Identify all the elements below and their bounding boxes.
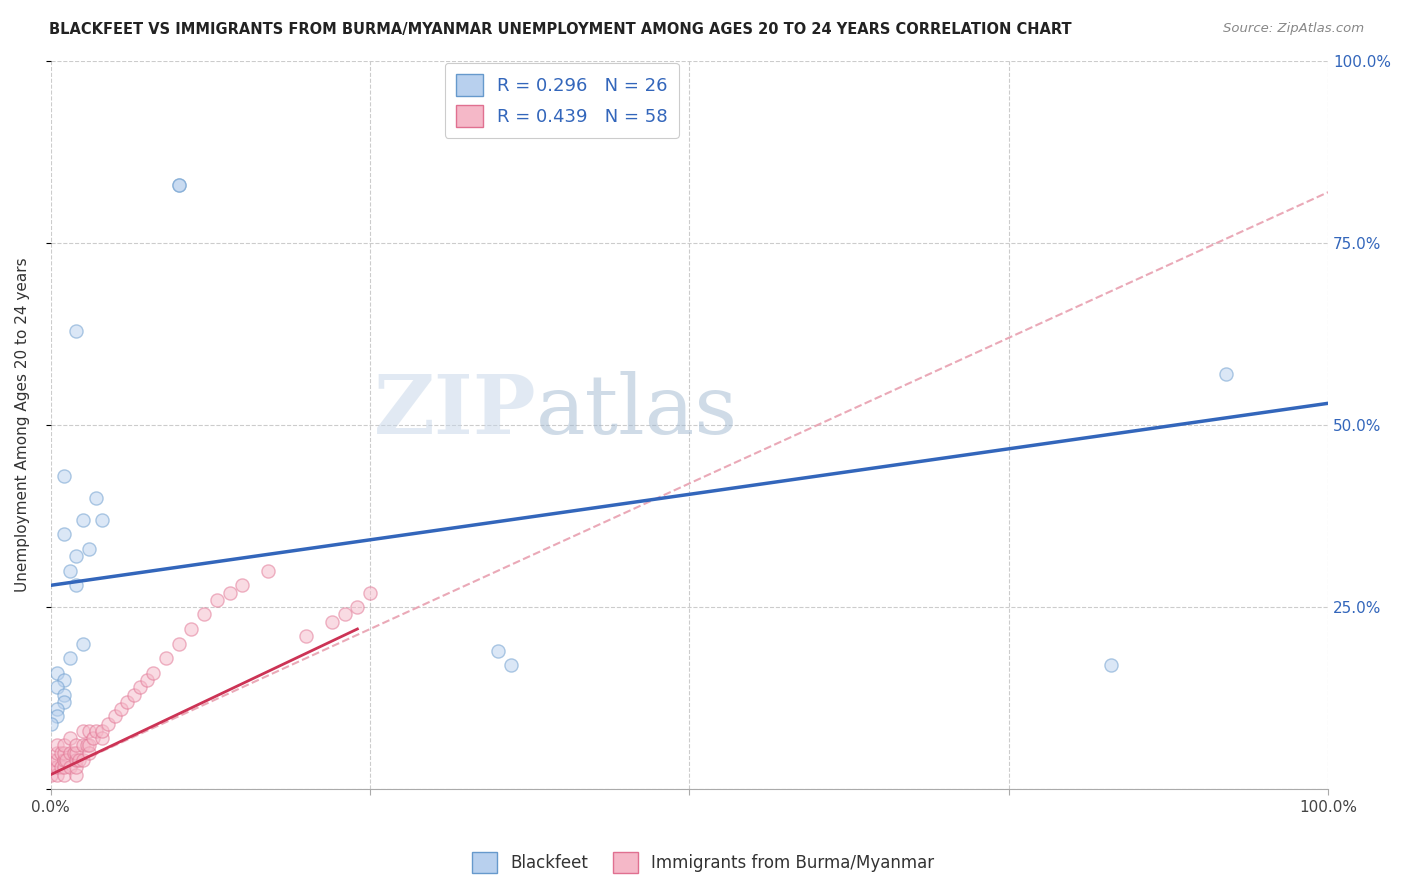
Point bbox=[52, 760, 75, 774]
Point bbox=[295, 629, 318, 643]
Point bbox=[142, 665, 165, 680]
Point bbox=[333, 607, 356, 622]
Point bbox=[39, 716, 62, 731]
Point bbox=[129, 680, 152, 694]
Point bbox=[52, 739, 75, 753]
Point bbox=[59, 564, 82, 578]
Point bbox=[46, 665, 69, 680]
Point bbox=[117, 695, 139, 709]
Point bbox=[76, 739, 98, 753]
Point bbox=[59, 731, 82, 746]
Point bbox=[499, 658, 522, 673]
Point bbox=[77, 746, 100, 760]
Point bbox=[1099, 658, 1122, 673]
Point bbox=[65, 760, 87, 774]
Text: BLACKFEET VS IMMIGRANTS FROM BURMA/MYANMAR UNEMPLOYMENT AMONG AGES 20 TO 24 YEAR: BLACKFEET VS IMMIGRANTS FROM BURMA/MYANM… bbox=[49, 22, 1071, 37]
Point bbox=[359, 585, 381, 599]
Point bbox=[167, 636, 190, 650]
Point bbox=[97, 716, 120, 731]
Point bbox=[46, 753, 69, 767]
Point bbox=[84, 491, 107, 505]
Point bbox=[39, 767, 62, 781]
Point bbox=[193, 607, 215, 622]
Point bbox=[205, 592, 228, 607]
Point bbox=[72, 636, 94, 650]
Point bbox=[65, 767, 87, 781]
Point bbox=[321, 615, 343, 629]
Point bbox=[72, 739, 94, 753]
Point bbox=[52, 753, 75, 767]
Point bbox=[46, 739, 69, 753]
Point bbox=[52, 469, 75, 483]
Point bbox=[67, 753, 90, 767]
Point bbox=[72, 723, 94, 738]
Point bbox=[155, 651, 177, 665]
Point bbox=[52, 767, 75, 781]
Point bbox=[65, 578, 87, 592]
Point bbox=[59, 746, 82, 760]
Point bbox=[46, 767, 69, 781]
Point bbox=[52, 688, 75, 702]
Text: ZIP: ZIP bbox=[374, 370, 536, 450]
Point bbox=[90, 731, 112, 746]
Point bbox=[65, 753, 87, 767]
Point bbox=[46, 680, 69, 694]
Point bbox=[257, 564, 280, 578]
Point bbox=[167, 178, 190, 192]
Point bbox=[46, 760, 69, 774]
Point bbox=[46, 702, 69, 716]
Point bbox=[77, 739, 100, 753]
Point bbox=[104, 709, 127, 723]
Point bbox=[65, 324, 87, 338]
Legend: R = 0.296   N = 26, R = 0.439   N = 58: R = 0.296 N = 26, R = 0.439 N = 58 bbox=[444, 63, 679, 137]
Point bbox=[122, 688, 145, 702]
Point bbox=[346, 600, 368, 615]
Point bbox=[52, 695, 75, 709]
Point bbox=[110, 702, 132, 716]
Point bbox=[90, 513, 112, 527]
Point bbox=[59, 760, 82, 774]
Point bbox=[84, 723, 107, 738]
Point bbox=[39, 753, 62, 767]
Text: Source: ZipAtlas.com: Source: ZipAtlas.com bbox=[1223, 22, 1364, 36]
Point bbox=[52, 527, 75, 541]
Point bbox=[49, 746, 72, 760]
Point bbox=[65, 549, 87, 564]
Point bbox=[231, 578, 253, 592]
Point bbox=[72, 513, 94, 527]
Point bbox=[90, 723, 112, 738]
Point bbox=[49, 760, 72, 774]
Point bbox=[167, 178, 190, 192]
Point bbox=[218, 585, 240, 599]
Point bbox=[52, 746, 75, 760]
Point bbox=[59, 651, 82, 665]
Legend: Blackfeet, Immigrants from Burma/Myanmar: Blackfeet, Immigrants from Burma/Myanmar bbox=[465, 846, 941, 880]
Point bbox=[77, 541, 100, 556]
Point bbox=[65, 739, 87, 753]
Text: atlas: atlas bbox=[536, 370, 738, 450]
Point bbox=[63, 746, 86, 760]
Point bbox=[1215, 367, 1237, 381]
Y-axis label: Unemployment Among Ages 20 to 24 years: Unemployment Among Ages 20 to 24 years bbox=[15, 258, 30, 592]
Point bbox=[39, 760, 62, 774]
Point bbox=[77, 723, 100, 738]
Point bbox=[46, 746, 69, 760]
Point bbox=[55, 753, 77, 767]
Point bbox=[65, 746, 87, 760]
Point bbox=[82, 731, 104, 746]
Point bbox=[72, 753, 94, 767]
Point bbox=[486, 644, 509, 658]
Point bbox=[52, 673, 75, 687]
Point bbox=[180, 622, 202, 636]
Point bbox=[135, 673, 157, 687]
Point bbox=[46, 709, 69, 723]
